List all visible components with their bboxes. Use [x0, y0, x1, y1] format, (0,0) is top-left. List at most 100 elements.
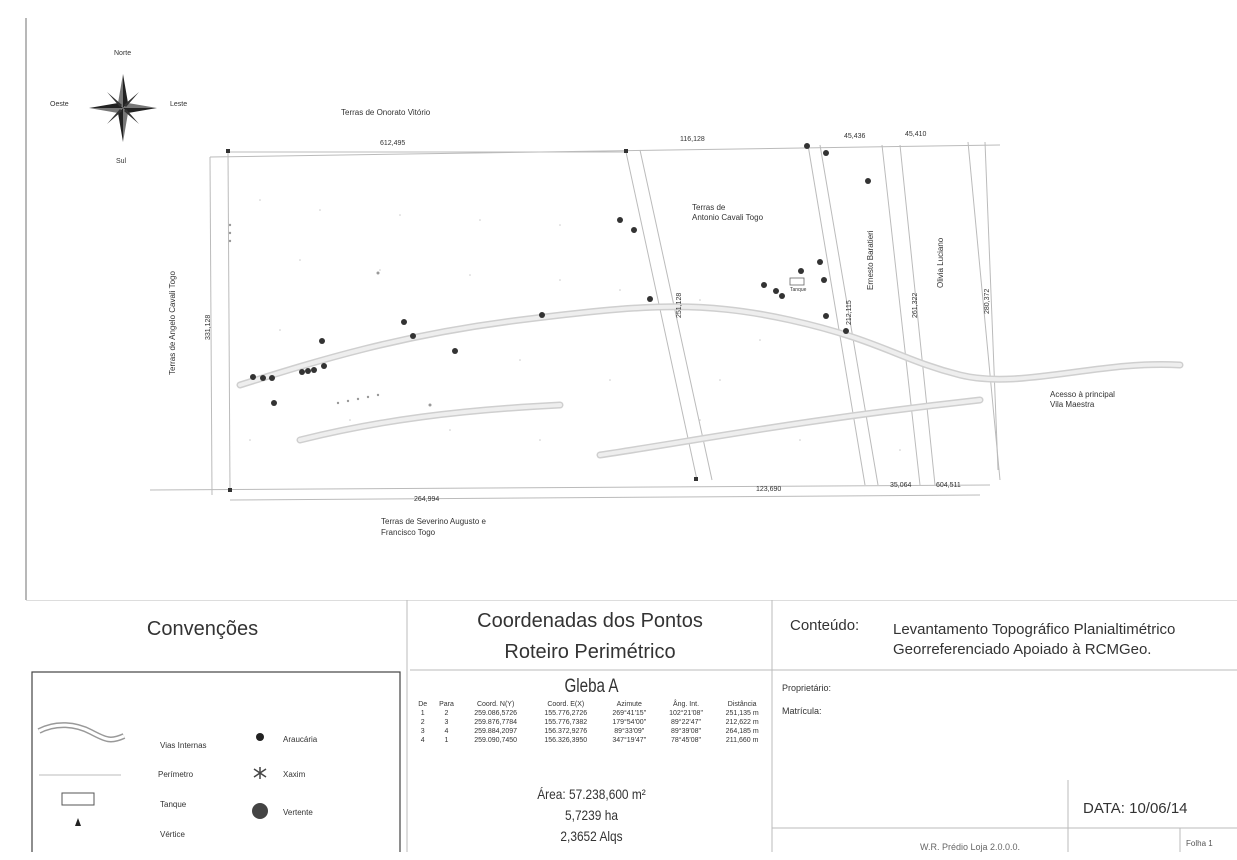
col-coord-n: Coord. N(Y)	[476, 701, 515, 708]
cell: 2	[444, 710, 449, 717]
legend-xaxim-label: Xaxim	[283, 770, 306, 779]
cell: 155.776,2726	[544, 710, 588, 717]
legend-vias-label: Vias Internas	[160, 741, 207, 750]
footer-text: W.R. Prédio Loja 2.0.0.0.	[920, 842, 1021, 852]
compass-north-label: Norte	[114, 50, 132, 57]
coordinates-title-line2: Roteiro Perimétrico	[504, 641, 676, 663]
cell: 259.090,7450	[474, 737, 518, 744]
cell: 259.884,2097	[474, 728, 518, 735]
title-block-lines	[26, 600, 1237, 852]
vertente-icon	[252, 803, 268, 819]
cell: 259.876,7784	[474, 719, 518, 726]
table-row: 3 4 259.884,2097 156.372,9276 89°33'09" 89°39…	[413, 727, 770, 736]
internal-roads	[236, 303, 1184, 459]
xaxim-markers	[228, 223, 432, 407]
dim-bottom-mid: 123,690	[756, 486, 782, 493]
content-label: Conteúdo:	[790, 617, 860, 634]
legend-tanque-label: Tanque	[160, 800, 187, 809]
cell: 102°21'08"	[669, 710, 703, 717]
area-alq: 2,3652 Alqs	[560, 828, 623, 844]
col-distancia: Distância	[727, 701, 757, 708]
grid-dots	[249, 199, 901, 451]
vertex-markers	[226, 149, 698, 492]
legend-perimetro-label: Perímetro	[158, 770, 194, 779]
compass-rose-icon	[89, 74, 157, 142]
cell: 259.086,5726	[474, 710, 518, 717]
cell: 347°19'47"	[612, 737, 647, 744]
cell: 212,622 m	[725, 719, 759, 726]
dim-top-left: 612,495	[380, 140, 406, 147]
content-text: Levantamento Topográfico Planialtimétric…	[893, 620, 1175, 660]
cell: 3	[420, 728, 425, 735]
col-coord-e: Coord. E(X)	[547, 701, 585, 708]
compass-south-label: Sul	[116, 158, 127, 165]
dim-top-r2: 45,410	[905, 131, 927, 138]
dim-olivia-vert: 261,322	[912, 292, 919, 318]
col-azimute: Azimute	[616, 701, 642, 708]
label-ernesto: Ernesto Baratieri	[866, 230, 875, 290]
dim-bottom-left: 264,994	[414, 496, 440, 503]
dim-bottom-r1: 35,064	[890, 482, 912, 489]
legend-vertice-label: Vértice	[160, 830, 185, 839]
cell: 269°41'15"	[612, 710, 647, 717]
cell: 179°54'00"	[612, 719, 647, 726]
date-field: DATA: 10/06/14	[1083, 800, 1188, 817]
cell: 78°45'08"	[671, 737, 701, 744]
content-line2: Georreferenciado Apoiado à RCMGeo.	[893, 641, 1152, 658]
dim-top-r1: 45,436	[844, 133, 866, 140]
cell: 4	[420, 737, 425, 744]
label-angelo: Terras de Angelo Cavali Togo	[168, 271, 177, 375]
col-para: Para	[439, 701, 454, 708]
dim-mid-vert: 251,128	[676, 292, 683, 318]
compass-east-label: Leste	[170, 101, 188, 108]
araucaria-icon	[256, 733, 264, 741]
coordinates-table: De Para Coord. N(Y) Coord. E(X) Azimute …	[413, 700, 770, 745]
dim-left: 331,128	[205, 314, 212, 340]
legend-araucaria-label: Araucária	[283, 735, 318, 744]
label-severino: Terras de Severino Augusto e Francisco T…	[381, 517, 486, 537]
table-row: 1 2 259.086,5726 155.776,2726 269°41'15" 102°…	[413, 709, 770, 718]
cell: 1	[420, 710, 425, 717]
proprietario-label: Proprietário:	[782, 683, 832, 693]
cell: 251,135 m	[725, 710, 759, 717]
tank-marker	[789, 277, 805, 286]
col-ang-int: Âng. Int.	[672, 701, 700, 708]
label-tanque: Tanque	[790, 287, 807, 293]
dim-bottom-r2: 604,511	[936, 482, 961, 489]
table-header-row: De Para Coord. N(Y) Coord. E(X) Azimute …	[413, 700, 770, 709]
col-de: De	[418, 701, 428, 708]
tanque-symbol	[61, 792, 95, 806]
label-acesso: Acesso à principal Vila Maestra	[1050, 390, 1115, 409]
araucaria-markers	[250, 143, 871, 406]
cell: 1	[444, 737, 449, 744]
legend-symbols	[37, 722, 126, 826]
cell: 89°33'09"	[614, 728, 645, 735]
cell: 155.776,7382	[544, 719, 588, 726]
cell: 156.372,9276	[544, 728, 588, 735]
compass-west-label: Oeste	[50, 101, 69, 108]
label-onorato: Terras de Onorato Vitório	[341, 108, 431, 117]
content-line1: Levantamento Topográfico Planialtimétric…	[893, 621, 1176, 638]
label-olivia: Olivia Luciano	[936, 237, 945, 288]
cell: 2	[420, 719, 425, 726]
coordinates-title-line1: Coordenadas dos Pontos	[477, 610, 703, 632]
matricula-label: Matrícula:	[782, 706, 822, 716]
cell: 89°22'47"	[671, 719, 701, 726]
legend-title: Convenções	[146, 618, 259, 640]
xaxim-icon	[253, 767, 267, 779]
cell: 264,185 m	[725, 728, 759, 735]
sheet-number: Folha 1	[1186, 839, 1213, 848]
coordinates-title: Coordenadas dos Pontos Roteiro Perimétri…	[410, 606, 770, 668]
cell: 4	[444, 728, 449, 735]
dim-top-mid: 116,128	[680, 136, 705, 143]
dim-right-vert: 280,372	[984, 288, 991, 314]
map-drawing	[25, 18, 1184, 600]
cell: 89°39'08"	[671, 728, 701, 735]
cell: 211,660 m	[725, 737, 759, 744]
table-row: 4 1 259.090,7450 156.326,3950 347°19'47" 78°4…	[413, 736, 770, 745]
cell: 3	[444, 719, 449, 726]
perimeter-lines	[149, 141, 1001, 501]
table-row: 2 3 259.876,7784 155.776,7382 179°54'00" 89°2…	[413, 718, 770, 727]
legend-vertente-label: Vertente	[283, 808, 313, 817]
